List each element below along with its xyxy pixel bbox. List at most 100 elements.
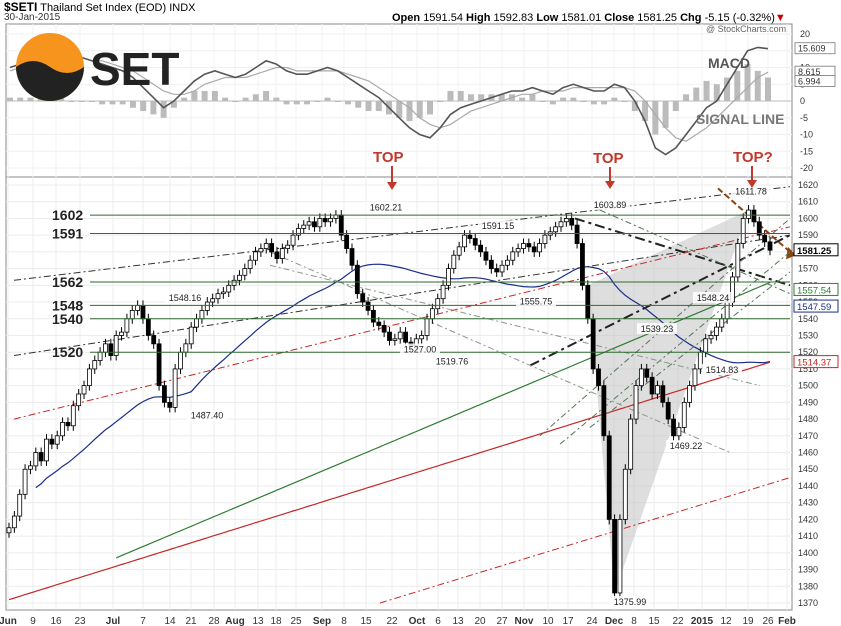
candle-body bbox=[397, 331, 403, 340]
candle-body bbox=[290, 234, 296, 246]
macd-histogram-bar bbox=[539, 101, 546, 102]
candle-body bbox=[440, 284, 446, 300]
candle-body bbox=[628, 418, 634, 470]
candle-body bbox=[242, 268, 248, 276]
candle-body bbox=[285, 244, 291, 249]
candle-body bbox=[11, 515, 17, 529]
macd-histogram-bar bbox=[744, 64, 751, 101]
time-tick-label: 24 bbox=[586, 616, 598, 626]
candle-body bbox=[204, 301, 210, 311]
price-value-text: 1581.25 bbox=[797, 246, 832, 257]
macd-histogram-bar bbox=[672, 101, 679, 112]
macd-value-tag bbox=[794, 75, 836, 87]
candle-body bbox=[756, 221, 762, 236]
macd-tick-label: -20 bbox=[800, 163, 813, 173]
green-fan-line bbox=[559, 251, 791, 445]
horizontal-level-label: 1591 bbox=[52, 225, 83, 241]
macd-histogram-bar bbox=[447, 90, 454, 101]
macd-histogram-bar bbox=[263, 90, 270, 101]
candle-body bbox=[435, 298, 441, 310]
point-label: 1602.21 bbox=[370, 203, 403, 213]
price-tick-label: 1430 bbox=[798, 498, 818, 508]
price-tick-label: 1390 bbox=[798, 565, 818, 575]
price-value-tag bbox=[793, 299, 839, 313]
candle-body bbox=[606, 435, 612, 520]
candle-body bbox=[167, 401, 173, 408]
macd-histogram-bar bbox=[703, 80, 710, 101]
price-tick-label: 1590 bbox=[798, 230, 818, 240]
time-tick-label: 15 bbox=[648, 616, 660, 626]
macd-histogram-bar bbox=[119, 101, 126, 105]
candle-body bbox=[451, 254, 457, 269]
candle-body bbox=[301, 224, 307, 229]
candle-body bbox=[526, 243, 532, 248]
macd-histogram-bar bbox=[406, 101, 413, 122]
macd-histogram-bar bbox=[355, 101, 362, 108]
candle-body bbox=[365, 301, 371, 311]
candle-body bbox=[33, 452, 39, 467]
set-logo: SET bbox=[16, 33, 179, 101]
price-tick-label: 1380 bbox=[798, 581, 818, 591]
time-tick-label: Dec bbox=[605, 616, 624, 626]
macd-histogram-bar bbox=[631, 101, 638, 112]
candle-body bbox=[140, 304, 146, 320]
candle-body bbox=[719, 318, 725, 328]
candle-body bbox=[740, 218, 746, 244]
price-candles bbox=[6, 205, 773, 598]
candle-body bbox=[478, 244, 484, 253]
price-tick-label: 1520 bbox=[798, 347, 818, 357]
point-label: 1611.78 bbox=[735, 187, 767, 197]
candle-body bbox=[510, 251, 516, 261]
high-value: 1592.83 bbox=[493, 12, 534, 24]
candle-body bbox=[38, 452, 44, 462]
candle-body bbox=[97, 351, 103, 361]
candle-body bbox=[338, 214, 344, 236]
time-tick-label: 16 bbox=[50, 616, 62, 626]
candle-body bbox=[537, 243, 542, 253]
time-tick-label: Feb bbox=[778, 616, 796, 626]
open-label: Open bbox=[392, 12, 421, 24]
macd-layer bbox=[7, 46, 771, 156]
candle-body bbox=[697, 351, 703, 370]
candle-body bbox=[119, 331, 124, 336]
watermark: @ StockCharts.com bbox=[706, 24, 787, 34]
candle-body bbox=[703, 338, 709, 353]
macd-histogram-bar bbox=[314, 101, 321, 102]
macd-tick-label: 20 bbox=[800, 29, 810, 39]
top-label-1: TOP bbox=[373, 149, 404, 166]
candle-body bbox=[237, 274, 242, 281]
time-tick-label: 15 bbox=[360, 616, 372, 626]
macd-tick-label: -10 bbox=[800, 130, 813, 140]
candle-body bbox=[387, 331, 392, 341]
point-label: 1469.22 bbox=[670, 441, 703, 451]
point-label-bg bbox=[516, 295, 556, 307]
macd-histogram-bar bbox=[232, 101, 239, 102]
macd-histogram-bar bbox=[7, 97, 13, 101]
point-label: 1519.76 bbox=[436, 357, 469, 367]
macd-value-text: 15.609 bbox=[798, 44, 826, 54]
time-tick-label: 12 bbox=[720, 616, 732, 626]
time-tick-label: 26 bbox=[762, 616, 774, 626]
price-value-text: 1547.59 bbox=[797, 302, 831, 313]
candle-body bbox=[671, 418, 676, 437]
time-tick-label: 10 bbox=[542, 616, 554, 626]
candle-body bbox=[76, 393, 82, 407]
close-value: 1581.25 bbox=[637, 12, 678, 24]
exchange: INDX bbox=[169, 2, 196, 14]
candle-body bbox=[617, 519, 623, 594]
candle-body bbox=[708, 335, 714, 340]
time-tick-label: 20 bbox=[474, 616, 486, 626]
macd-histogram-bar bbox=[242, 97, 249, 101]
price-tick-label: 1400 bbox=[798, 548, 818, 558]
time-tick-label: 22 bbox=[672, 616, 684, 626]
macd-histogram-bar bbox=[662, 101, 669, 128]
candle-body bbox=[22, 468, 28, 495]
macd-value-tag bbox=[794, 42, 836, 55]
candle-body bbox=[178, 351, 183, 370]
time-tick-label: 18 bbox=[270, 616, 282, 626]
macd-histogram-bar bbox=[109, 101, 116, 105]
price-tick-label: 1440 bbox=[798, 481, 818, 491]
point-label: 1555.75 bbox=[520, 296, 553, 306]
macd-histogram-bar bbox=[129, 101, 136, 108]
time-tick-label: Jul bbox=[106, 616, 121, 626]
